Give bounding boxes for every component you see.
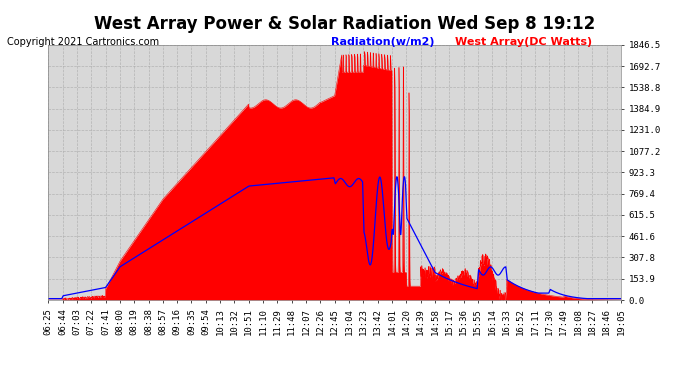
Text: Radiation(w/m2): Radiation(w/m2) [331,37,435,47]
Text: West Array(DC Watts): West Array(DC Watts) [455,37,593,47]
Text: Copyright 2021 Cartronics.com: Copyright 2021 Cartronics.com [7,37,159,47]
Text: West Array Power & Solar Radiation Wed Sep 8 19:12: West Array Power & Solar Radiation Wed S… [95,15,595,33]
